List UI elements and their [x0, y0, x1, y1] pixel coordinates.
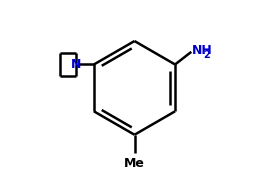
Text: N: N: [71, 58, 81, 71]
Text: Me: Me: [124, 157, 145, 170]
Text: 2: 2: [204, 50, 210, 60]
Text: NH: NH: [192, 44, 213, 57]
